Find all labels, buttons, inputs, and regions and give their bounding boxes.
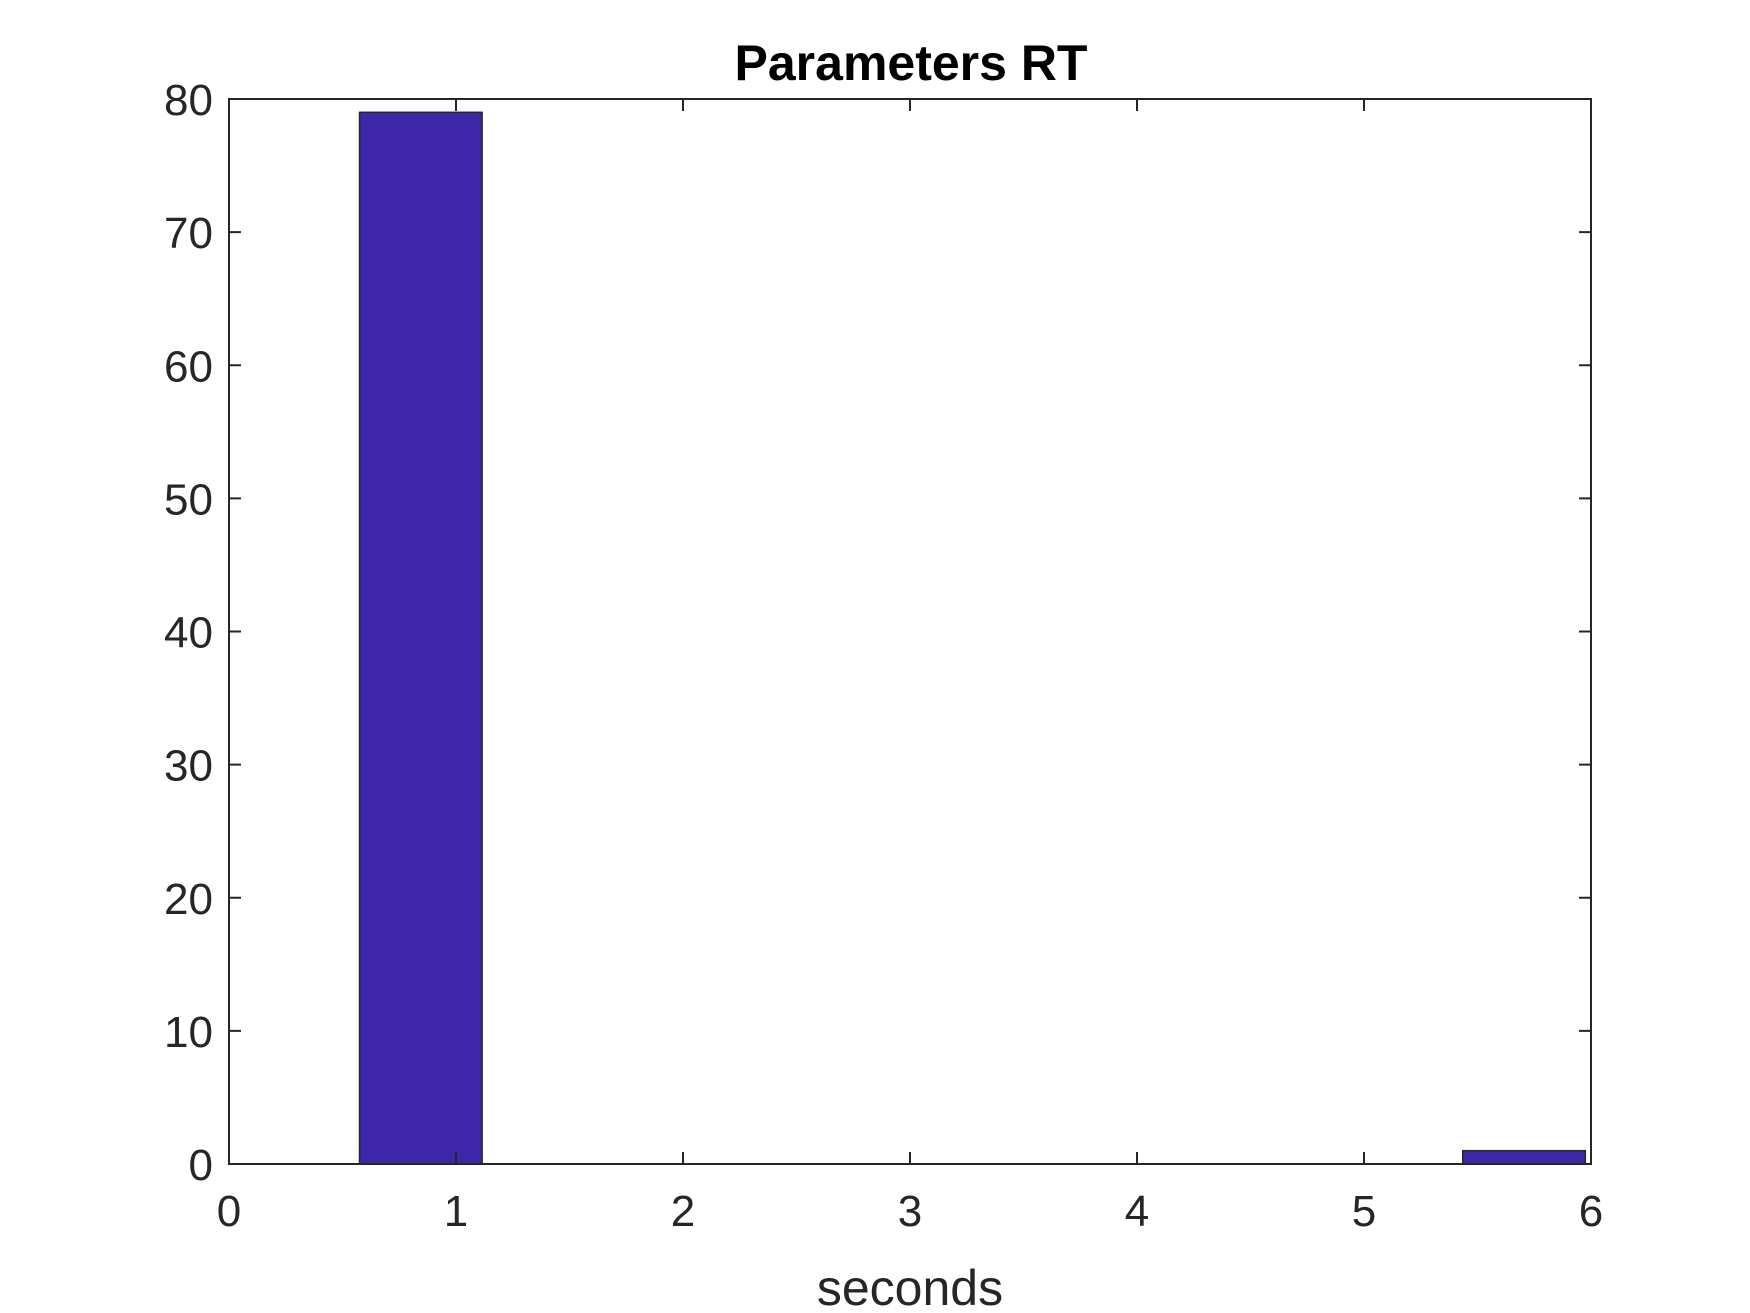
- x-tick-label-2: 2: [671, 1187, 695, 1236]
- y-tick-label-0: 0: [189, 1141, 213, 1190]
- x-axis: 0 1 2 3 4 5 6: [217, 99, 1603, 1236]
- x-axis-label: seconds: [817, 1260, 1003, 1313]
- y-tick-label-7: 70: [164, 209, 213, 258]
- x-tick-label-0: 0: [217, 1187, 241, 1236]
- y-tick-label-3: 30: [164, 742, 213, 791]
- x-tick-label-3: 3: [898, 1187, 922, 1236]
- x-tick-label-5: 5: [1352, 1187, 1376, 1236]
- chart-title: Parameters RT: [735, 35, 1088, 91]
- x-tick-label-6: 6: [1579, 1187, 1603, 1236]
- bars-group: [358, 111, 1587, 1165]
- y-tick-label-1: 10: [164, 1008, 213, 1057]
- x-tick-label-4: 4: [1125, 1187, 1149, 1236]
- y-tick-label-8: 80: [164, 76, 213, 125]
- y-axis: 0 10 20 30 40 50 60 70 80: [164, 76, 1591, 1190]
- y-tick-label-2: 20: [164, 875, 213, 924]
- y-tick-label-5: 50: [164, 475, 213, 524]
- y-tick-label-6: 60: [164, 342, 213, 391]
- bar-9: [1461, 1149, 1587, 1165]
- bar-0: [358, 111, 483, 1165]
- y-tick-label-4: 40: [164, 609, 213, 658]
- x-tick-label-1: 1: [444, 1187, 468, 1236]
